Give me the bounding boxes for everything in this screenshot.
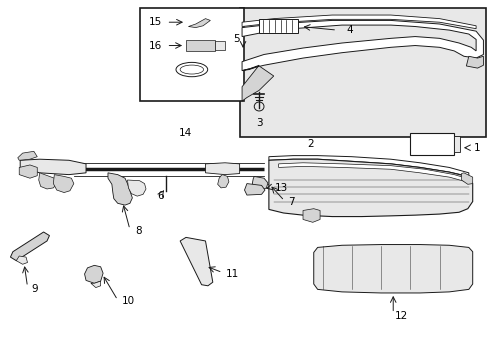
Polygon shape	[303, 209, 320, 222]
Bar	[453, 136, 459, 152]
Polygon shape	[91, 281, 101, 288]
Polygon shape	[205, 163, 239, 175]
Bar	[215, 41, 224, 50]
Text: 7: 7	[288, 197, 294, 207]
Polygon shape	[242, 65, 273, 101]
Text: 4: 4	[346, 25, 353, 35]
Polygon shape	[188, 19, 210, 28]
Polygon shape	[108, 173, 132, 205]
Text: 9: 9	[31, 284, 38, 294]
Polygon shape	[268, 159, 472, 217]
Text: 13: 13	[274, 183, 287, 193]
Bar	[259, 19, 298, 33]
Polygon shape	[313, 244, 472, 293]
Polygon shape	[10, 232, 49, 261]
Text: 6: 6	[157, 191, 163, 201]
Text: 1: 1	[473, 143, 479, 153]
Polygon shape	[20, 159, 86, 175]
Text: 11: 11	[225, 269, 239, 279]
Text: 16: 16	[148, 41, 161, 50]
FancyBboxPatch shape	[409, 134, 453, 155]
Text: 2: 2	[306, 139, 313, 149]
Bar	[140, 8, 244, 101]
Text: 12: 12	[394, 311, 407, 321]
Polygon shape	[278, 163, 466, 182]
Polygon shape	[461, 173, 472, 184]
Bar	[239, 8, 485, 137]
Text: 3: 3	[255, 118, 262, 128]
Polygon shape	[244, 184, 264, 195]
Polygon shape	[268, 156, 468, 176]
Text: 10: 10	[122, 296, 135, 306]
Polygon shape	[127, 180, 146, 196]
Polygon shape	[19, 165, 37, 178]
Polygon shape	[466, 56, 483, 68]
Polygon shape	[180, 237, 212, 286]
Bar	[185, 40, 215, 51]
Polygon shape	[16, 256, 27, 264]
Polygon shape	[217, 175, 228, 188]
Polygon shape	[242, 21, 483, 71]
Text: 14: 14	[178, 129, 191, 138]
Text: 5: 5	[232, 34, 239, 44]
Polygon shape	[242, 15, 475, 29]
Polygon shape	[53, 175, 74, 193]
Text: 15: 15	[148, 17, 161, 27]
Polygon shape	[84, 265, 103, 283]
Polygon shape	[252, 176, 267, 190]
Polygon shape	[18, 151, 37, 160]
Text: 8: 8	[135, 226, 141, 236]
Polygon shape	[39, 173, 57, 189]
